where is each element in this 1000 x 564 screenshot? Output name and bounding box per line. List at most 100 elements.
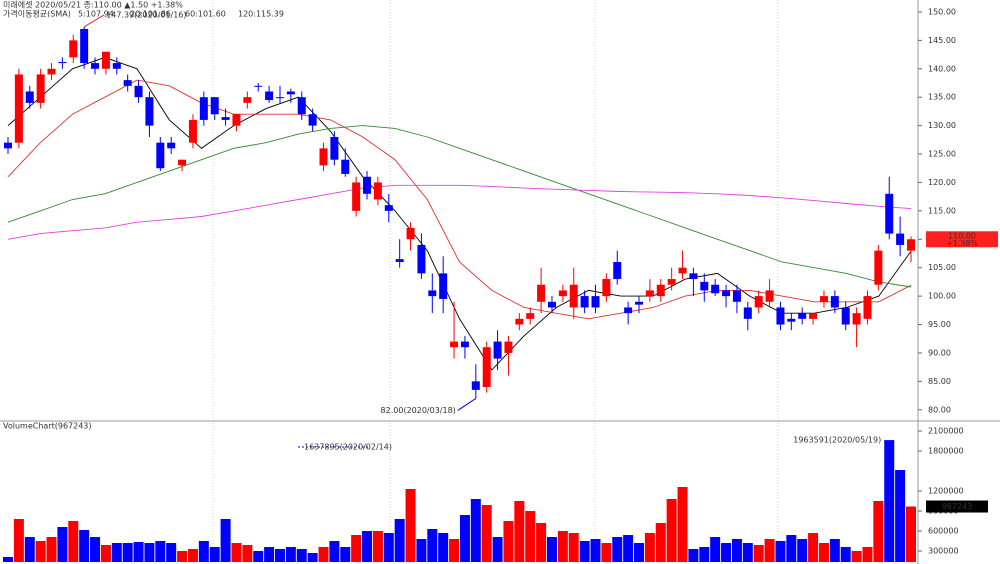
candle-body bbox=[580, 296, 589, 308]
volume-tag-value: 967243 bbox=[942, 502, 973, 511]
volume-bar bbox=[122, 543, 133, 562]
volume-bar bbox=[253, 551, 264, 562]
candle-body bbox=[678, 267, 687, 274]
volume-bar bbox=[144, 543, 155, 562]
candle-body bbox=[504, 341, 513, 353]
candle-body bbox=[384, 205, 393, 211]
chart-title: 미래에셋 2020/05/21 종:110.00 ▲1.50 +1.38% bbox=[3, 1, 183, 10]
volume-bar bbox=[786, 535, 797, 562]
candle-body bbox=[830, 296, 839, 308]
volume-bar bbox=[35, 541, 46, 562]
period-lines bbox=[212, 0, 779, 564]
candle-body bbox=[47, 68, 56, 75]
y-tick-label: 100.00 bbox=[928, 292, 956, 301]
ma-line bbox=[7, 125, 912, 288]
annotation: 1963591(2020/05/19) bbox=[793, 436, 881, 445]
candle-body bbox=[363, 176, 372, 194]
volume-bar bbox=[546, 537, 557, 562]
volume-bar bbox=[699, 547, 710, 562]
candle-body bbox=[286, 91, 295, 95]
volume-bar bbox=[372, 531, 383, 562]
volume-bar bbox=[68, 521, 79, 562]
candle-body bbox=[80, 28, 89, 64]
volume-bar bbox=[688, 549, 699, 562]
volume-bar bbox=[79, 530, 90, 562]
volume-bar bbox=[536, 523, 547, 562]
volume-bar bbox=[655, 523, 666, 562]
y-tick-label: 120.00 bbox=[928, 178, 956, 187]
volume-bar bbox=[177, 551, 188, 562]
y-tick-label: 90.00 bbox=[928, 348, 951, 357]
volume-bar bbox=[24, 537, 35, 562]
legend-entry: 120:115.39 bbox=[238, 10, 284, 19]
candle-body bbox=[819, 296, 828, 302]
volume-bar bbox=[438, 533, 449, 562]
volume-bar bbox=[590, 539, 601, 562]
candle-body bbox=[493, 341, 502, 359]
candle-body bbox=[624, 307, 633, 314]
volume-bar bbox=[296, 549, 307, 562]
candle-body bbox=[123, 80, 132, 86]
candle-body bbox=[232, 114, 241, 126]
volume-bar bbox=[525, 511, 536, 562]
candle-body bbox=[896, 233, 905, 245]
candle-body bbox=[537, 284, 546, 302]
volume-bar bbox=[634, 543, 645, 562]
candle-body bbox=[569, 284, 578, 308]
candle-body bbox=[58, 61, 67, 64]
candle-body bbox=[765, 290, 774, 302]
price-tag-value: 110.00 bbox=[948, 231, 976, 240]
candle-body bbox=[36, 74, 45, 103]
volume-bar bbox=[362, 531, 373, 562]
candle-body bbox=[711, 284, 720, 294]
volume-bar bbox=[3, 557, 13, 562]
volume-bar bbox=[405, 489, 416, 562]
candle-body bbox=[69, 40, 78, 58]
volume-bar bbox=[808, 533, 819, 562]
legend-entry: 5:107.94 bbox=[78, 10, 114, 19]
candle-body bbox=[841, 307, 850, 325]
y-tick-label: 125.00 bbox=[928, 150, 956, 159]
volume-bar bbox=[394, 519, 405, 562]
annotation: 147.39(2020/01/16) bbox=[106, 10, 186, 19]
volume-bar bbox=[568, 533, 579, 562]
volume-bar bbox=[644, 533, 655, 562]
candle-body bbox=[874, 250, 883, 285]
candle-body bbox=[907, 239, 915, 251]
price-tag bbox=[926, 231, 998, 248]
volume-bar bbox=[503, 521, 514, 562]
legend-entry: 60:101.60 bbox=[185, 10, 226, 19]
candle-body bbox=[798, 313, 807, 319]
volume-bar bbox=[351, 535, 362, 562]
candle-body bbox=[199, 97, 208, 120]
volume-bar bbox=[46, 537, 57, 562]
volume-bar bbox=[873, 501, 884, 562]
candle-body bbox=[275, 97, 284, 99]
candle-body bbox=[101, 51, 110, 69]
candle-body bbox=[526, 313, 535, 319]
candle-body bbox=[722, 290, 731, 297]
candle-body bbox=[558, 290, 567, 297]
volume-bar bbox=[514, 501, 525, 562]
volume-bar bbox=[383, 533, 394, 562]
candle-body bbox=[482, 347, 491, 388]
candle-body bbox=[265, 91, 274, 101]
volume-bar bbox=[884, 440, 895, 562]
candle-body bbox=[689, 273, 698, 280]
volume-bar bbox=[231, 543, 242, 562]
candle-body bbox=[776, 307, 785, 325]
volume-bar bbox=[721, 543, 732, 562]
volume-title: VolumeChart(967243) bbox=[3, 422, 92, 431]
candle-body bbox=[156, 142, 165, 169]
volume-bar bbox=[753, 545, 764, 562]
candle-body bbox=[395, 259, 404, 263]
y-tick-label: 300000 bbox=[928, 547, 959, 556]
candle-body bbox=[210, 97, 219, 115]
volume-bar bbox=[187, 549, 198, 562]
candle-body bbox=[885, 193, 894, 234]
volume-bar bbox=[677, 487, 688, 562]
volume-bar bbox=[285, 547, 296, 562]
candle-body bbox=[732, 290, 741, 302]
volume-bar bbox=[579, 541, 590, 562]
